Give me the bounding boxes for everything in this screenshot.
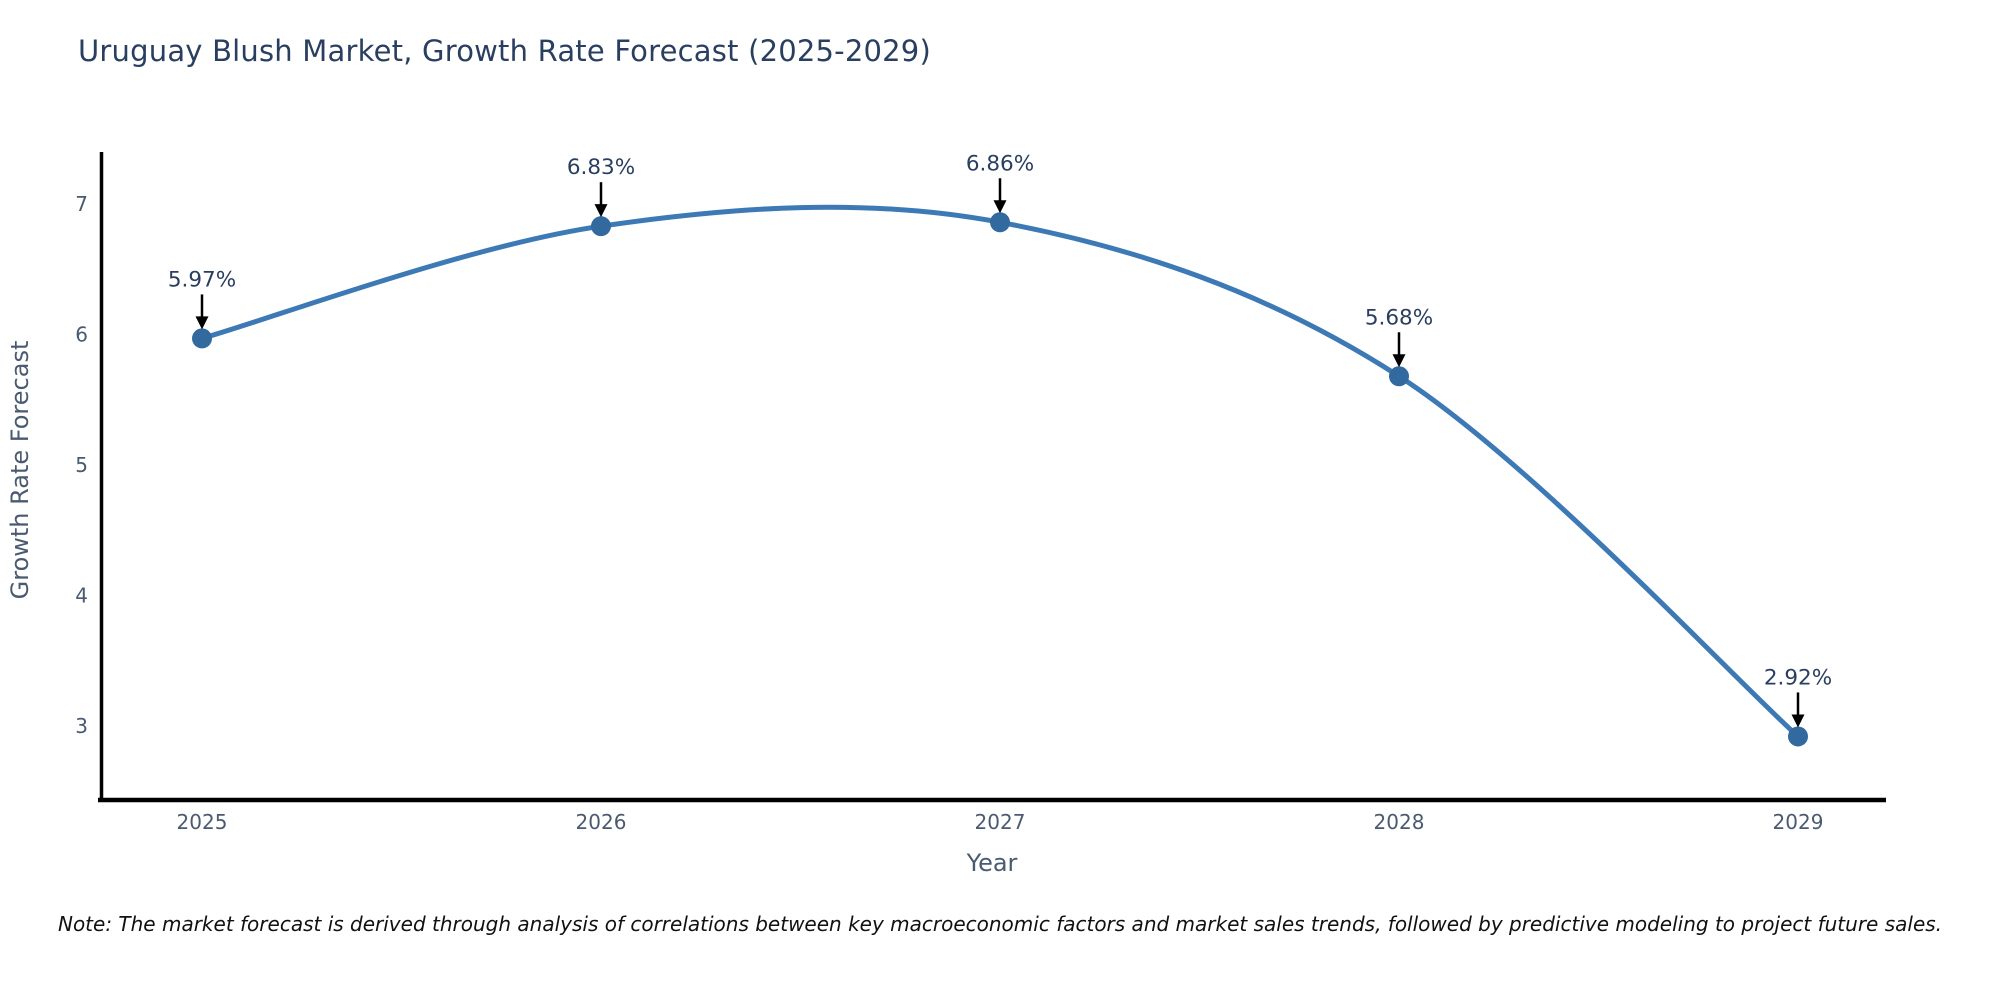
- data-point-marker: [591, 216, 611, 237]
- annotation-arrow-head: [993, 200, 1007, 214]
- data-point-marker: [1788, 726, 1808, 747]
- annotation-arrow-head: [594, 204, 608, 218]
- y-tick-label: 7: [75, 192, 88, 216]
- annotation-arrow-head: [1392, 354, 1406, 368]
- x-axis-title: Year: [966, 849, 1018, 877]
- y-tick-label: 3: [75, 714, 88, 738]
- data-point-label: 6.86%: [966, 151, 1034, 176]
- data-point-marker: [990, 212, 1010, 233]
- x-tick-label: 2028: [1374, 810, 1425, 834]
- annotation-arrow-head: [195, 316, 209, 330]
- data-point-label: 6.83%: [567, 155, 635, 180]
- y-axis-title: Growth Rate Forecast: [6, 341, 34, 600]
- data-point-marker: [1389, 366, 1409, 387]
- data-point-label: 5.97%: [168, 267, 236, 292]
- x-tick-label: 2029: [1773, 810, 1824, 834]
- annotation-arrow-head: [1791, 714, 1805, 728]
- chart-title: Uruguay Blush Market, Growth Rate Foreca…: [78, 34, 931, 68]
- chart-footnote: Note: The market forecast is derived thr…: [57, 912, 1943, 936]
- y-tick-label: 5: [75, 453, 88, 477]
- y-tick-label: 6: [75, 323, 88, 347]
- forecast-line: [199, 204, 1801, 739]
- x-tick-label: 2026: [576, 810, 627, 834]
- x-tick-label: 2027: [975, 810, 1026, 834]
- y-tick-label: 4: [75, 584, 88, 608]
- data-point-label: 2.92%: [1764, 665, 1832, 690]
- x-tick-label: 2025: [177, 810, 228, 834]
- data-point-label: 5.68%: [1365, 305, 1433, 330]
- data-point-marker: [192, 328, 212, 349]
